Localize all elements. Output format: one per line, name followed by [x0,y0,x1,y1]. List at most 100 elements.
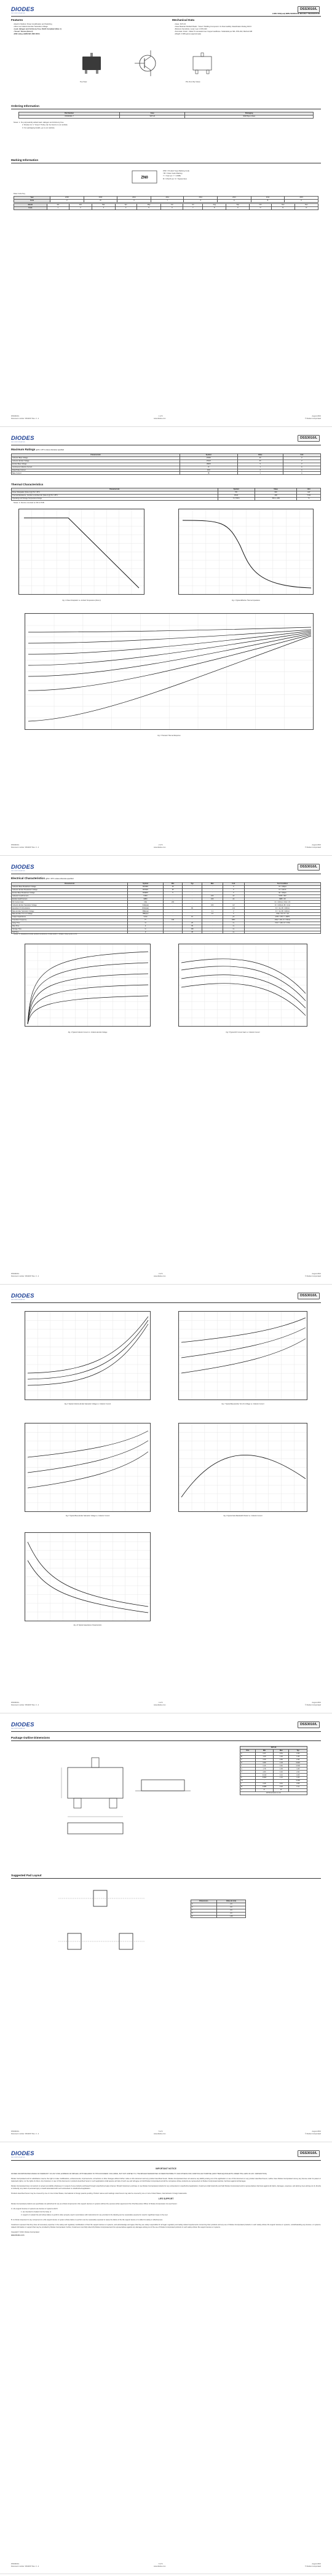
list-item: Terminals: Finish - Matte Tin annealed o… [175,31,316,33]
max-ratings-table: Characteristic Symbol Value Unit Collector-B… [10,453,322,476]
note: Notes: 1. No purposefully added lead. Ha… [14,121,65,123]
notice-paragraph: A. Life support devices or systems are d… [11,2208,58,2210]
footer-url: www.diodes.com [154,1704,166,1706]
page-footer: DSS3010/L Document number: DS31157 Rev. … [11,1702,321,1709]
table-cell: DSS3010L-7 [18,114,121,119]
thermal-table: Characteristic Symbol Value Unit Power Dissi… [11,488,321,501]
ordering-title: Ordering Information [11,104,39,108]
list-item: Ultra Low Collector-Emitter Saturation V… [14,26,155,28]
footer-copyright: © Diodes Incorporated [305,847,321,848]
max-ratings-heading: Maximum Ratings [11,448,36,451]
elec-heading: Electrical Characteristics [11,877,45,880]
table-cell: 4 [114,206,137,210]
diodes-logo-sub: INCORPORATED [11,442,26,443]
list-item: Lead, Halogen and Antimony Free, RoHS Co… [14,28,155,31]
table-cell: X [117,198,151,203]
table-cell: 1.35 [216,1914,247,1919]
page-3: DIODES INCORPORATED DSS3010/L Electrical… [0,858,332,1285]
diodes-logo-sub: INCORPORATED [11,1299,26,1301]
table-cell: V [50,198,84,203]
footer-page: 6 of 6 [159,2563,163,2565]
thermal-note: Notes: 4. Device mounted on FR-4 PCB. [14,501,45,504]
legend-line: Y = Year (ex: Y = 2008) [163,174,181,178]
legend-line: YM = Date Code Marking [163,172,183,175]
footer-date: August 2010 [312,2563,321,2565]
note: 3. For packaging details, go to our webs… [22,126,55,129]
transistor-schematic [135,50,156,76]
pad-layout-drawing [58,1890,144,1950]
max-ratings-title: Maximum Ratings @TA = 25°C unless otherw… [11,448,64,452]
thermal-title: Thermal Characteristics [11,483,44,486]
marking-title: Marking Information [11,159,39,162]
table-cell: Operating and Storage Temperature Range [11,496,218,501]
footer-part: DSS3010/L [11,844,20,846]
part-description: LOW VCE(sat) NPN SURFACE MOUNT TRANSISTO… [272,12,320,15]
divider [11,16,321,17]
table-cell: O [249,206,272,210]
page-footer: DSS3010/L Document number: DS31157 Rev. … [11,2131,321,2138]
page-1: DIODES INCORPORATED DSS3010/L LOW VCE(sa… [0,0,332,427]
table-cell: -55 to +150 [254,496,298,501]
footer-part: DSS3010/L [11,2563,20,2565]
elec-note: Notes: 5. Measured under pulsed conditio… [14,933,77,935]
footer-url: www.diodes.com [154,2133,166,2135]
table-footer: All Dimensions in mm [240,1791,307,1795]
pad-table: Dimensions Value (in mm) Z 2.9 X 0.8 Y 0.9 C 2.0 E… [191,1900,247,1919]
table-cell: 1 [237,471,283,476]
footer-date: August 2010 [312,1273,321,1275]
notice-title: IMPORTANT NOTICE [156,2167,176,2170]
outline-dim-table: SOT-23 Dim Min Max Typ A 0.37 0.51 0.40 B 1.20 1.40… [240,1746,307,1795]
note: 2. Diodes Inc.'s "Green" Policy can be f… [22,123,68,127]
table-cell: 3000/Tape & Reel [184,114,314,119]
table-cell: 5 [136,206,162,210]
footer-docnum: Document number: DS31157 Rev. 3 - 2 [11,2566,39,2567]
table-row: E 1.35 [191,1914,247,1919]
part-number-badge: DSS3010/L [298,1293,320,1299]
table-cell: Y [150,198,184,203]
table-cell: B [250,198,285,203]
fig1-caption: Fig. 1 Power Dissipation vs. Ambient Tem… [62,600,101,601]
table-cell: 6 [160,206,184,210]
list-item: Weight: 0.008 grams (approximate) [175,33,316,36]
table-cell: °C [296,496,321,501]
transient-curves [28,627,312,722]
graph-vcesat-vs-ic [25,1311,151,1400]
list-item: Case: SOT-23 [175,23,316,26]
footer-page: 5 of 6 [159,2131,163,2132]
divider [11,2160,321,2161]
divider [11,1878,321,1879]
elec-title: Electrical Characteristics @TA = 25°C un… [11,877,74,880]
fig3-caption: Fig. 3 Transient Thermal Response [157,735,181,737]
fig8-caption: Fig. 8 Typical Base-Emitter Saturation V… [65,1515,110,1517]
footer-url: www.diodes.com [154,418,166,420]
footer-date: August 2010 [312,2131,321,2132]
pad-title: Suggested Pad Layout [11,1874,42,1877]
table-cell: A [217,198,251,203]
footer-part: DSS3010/L [11,2131,20,2132]
fig2-caption: Fig. 2 Typical Effective Thermal Impedan… [232,600,260,601]
pinout-drawing [192,52,212,74]
notice-url[interactable]: www.diodes.com [11,2234,25,2236]
life-support-title: LIFE SUPPORT [158,2198,174,2201]
notice-paragraph: Diodes Incorporated products are specifi… [11,2203,178,2206]
footer-docnum: Document number: DS31157 Rev. 3 - 2 [11,418,39,420]
part-number-badge: DSS3010/L [298,1721,320,1728]
mechanical-list: Case: SOT-23 Case Material: Molded Plast… [175,23,316,36]
part-number-badge: DSS3010/L [298,2150,320,2157]
features-title: Features [11,18,23,22]
table-row: DSS3010L-7 SOT-23 3000/Tape & Reel [18,114,314,119]
footer-copyright: © Diodes Incorporated [305,418,321,420]
footer-url: www.diodes.com [154,2566,166,2567]
notice-paragraph: Diodes Incorporated and its subsidiaries… [11,2178,321,2183]
max-ratings-condition: @TA = 25°C unless otherwise specified [36,449,64,451]
page-footer: DSS3010/L Document number: DS31157 Rev. … [11,2563,321,2570]
part-number-badge: DSS3010/L [298,435,320,442]
table-cell: Code [13,198,51,203]
footer-docnum: Document number: DS31157 Rev. 3 - 2 [11,2133,39,2135]
fig10-caption: Fig. 10 Typical Capacitance Characterist… [73,1624,102,1626]
footer-copyright: © Diodes Incorporated [305,2133,321,2135]
table-cell: - [162,930,183,934]
part-number-badge: DSS3010/L [298,6,320,13]
pinout-label: Pin-Out (Top View) [186,80,200,83]
table-cell: Code [14,206,47,210]
